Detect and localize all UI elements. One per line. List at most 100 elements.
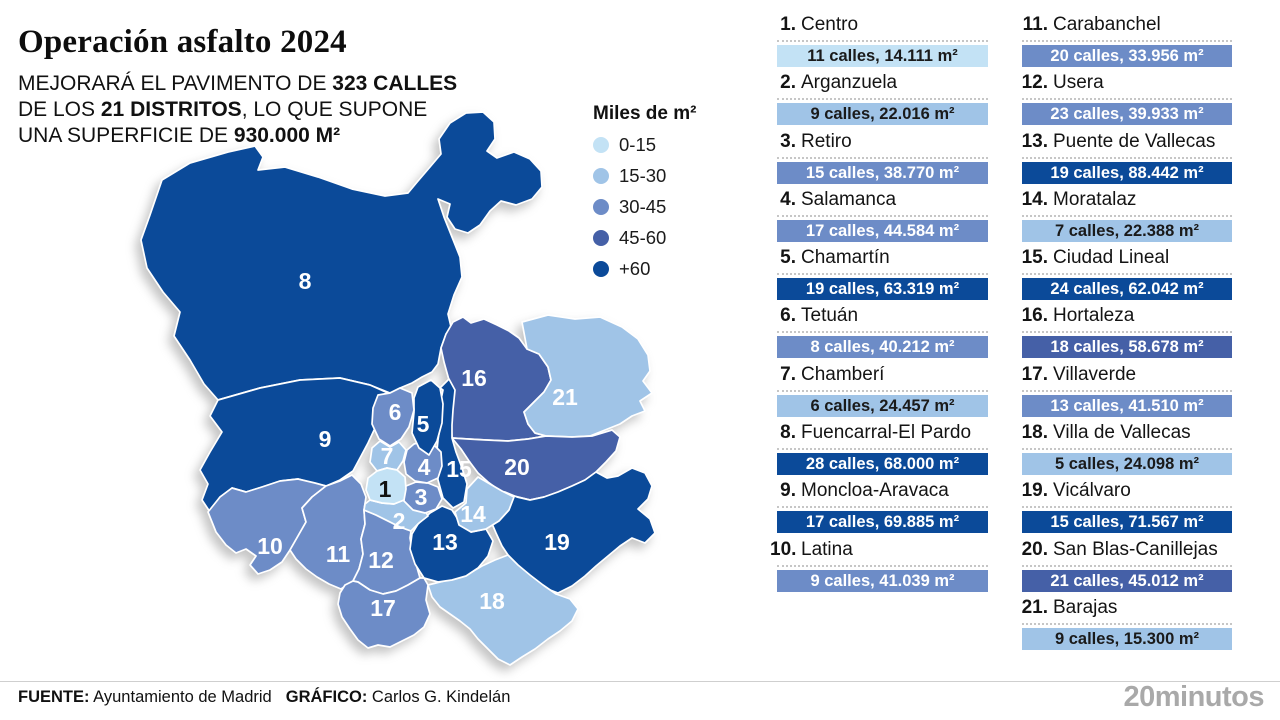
district-index: 21.	[1021, 596, 1048, 618]
district-name: 14. Moratalaz	[1014, 187, 1232, 213]
grafico-label: GRÁFICO:	[285, 688, 368, 706]
credits: FUENTE: Ayuntamiento de Madrid GRÁFICO: C…	[18, 688, 510, 707]
district-index: 20.	[1021, 538, 1048, 560]
dotted-separator	[777, 156, 988, 159]
dotted-separator	[777, 98, 988, 101]
district-name-label: Ciudad Lineal	[1053, 247, 1170, 269]
district-number-21: 21	[552, 384, 578, 410]
district-index: 4.	[780, 188, 796, 210]
grafico-value: Carlos G. Kindelán	[367, 688, 511, 706]
district-value-bar: 20 calles, 33.956 m²	[1022, 45, 1232, 67]
district-name: 9. Moncloa-Aravaca	[770, 478, 988, 504]
district-value-bar: 19 calles, 63.319 m²	[777, 278, 988, 301]
district-item-1: 1. Centro 11 calles, 14.111 m²	[770, 12, 988, 70]
district-value-bar: 7 calles, 22.388 m²	[1022, 219, 1232, 242]
district-item-13: 13. Puente de Vallecas 19 calles, 88.442 m…	[1014, 129, 1232, 187]
footer-divider	[0, 681, 1280, 682]
district-shape-17	[337, 577, 431, 649]
district-name-label: Vicálvaro	[1053, 480, 1131, 502]
district-number-4: 4	[418, 454, 431, 480]
dotted-separator	[1022, 564, 1232, 567]
district-name-label: Hortaleza	[1053, 305, 1135, 327]
district-name-label: Villaverde	[1053, 363, 1137, 385]
district-value-bar: 15 calles, 38.770 m²	[777, 161, 988, 184]
district-number-7: 7	[381, 443, 394, 469]
district-shape-6	[371, 387, 415, 447]
district-number-17: 17	[370, 595, 396, 621]
district-name: 17. Villaverde	[1014, 362, 1232, 388]
district-name: 13. Puente de Vallecas	[1014, 129, 1232, 155]
district-name: 11. Carabanchel	[1014, 12, 1232, 38]
district-name: 19. Vicálvaro	[1014, 478, 1232, 504]
district-index: 2.	[780, 72, 796, 94]
district-name: 16. Hortaleza	[1014, 303, 1232, 329]
dotted-separator	[777, 564, 988, 567]
district-item-6: 6. Tetuán 8 calles, 40.212 m²	[770, 303, 988, 361]
district-index: 8.	[780, 422, 796, 444]
district-number-1: 1	[379, 476, 392, 502]
legend-label: 15-30	[619, 164, 667, 186]
subtitle-bold-distritos: 21 DISTRITOS	[100, 98, 242, 121]
district-number-15: 15	[446, 456, 472, 482]
district-value-bar: 28 calles, 68.000 m²	[777, 453, 988, 476]
district-item-17: 17. Villaverde 13 calles, 41.510 m²	[1014, 362, 1232, 420]
district-name-label: Chamberí	[801, 363, 885, 385]
district-index: 10.	[770, 538, 797, 560]
legend-label: 30-45	[619, 195, 667, 217]
district-item-12: 12. Usera 23 calles, 39.933 m²	[1014, 70, 1232, 128]
district-value-bar: 17 calles, 44.584 m²	[777, 219, 988, 242]
district-value-bar: 21 calles, 45.012 m²	[1022, 569, 1232, 592]
district-value-bar: 17 calles, 69.885 m²	[777, 511, 988, 534]
district-number-20: 20	[504, 454, 530, 480]
district-number-9: 9	[319, 426, 332, 452]
district-number-13: 13	[432, 529, 458, 555]
district-shape-7	[369, 440, 407, 472]
district-name-label: Fuencarral-El Pardo	[801, 422, 972, 444]
district-number-12: 12	[368, 547, 394, 573]
district-value-bar: 8 calles, 40.212 m²	[777, 336, 988, 359]
district-index: 12.	[1021, 72, 1048, 94]
district-index: 19.	[1021, 480, 1048, 502]
district-value-bar: 5 calles, 24.098 m²	[1022, 453, 1232, 476]
district-name: 6. Tetuán	[770, 303, 988, 329]
district-name: 18. Villa de Vallecas	[1014, 420, 1232, 446]
district-shape-18	[427, 554, 579, 666]
district-name: 21. Barajas	[1014, 595, 1232, 621]
district-index: 14.	[1021, 188, 1048, 210]
dotted-separator	[777, 331, 988, 334]
subtitle-text: DE LOS	[18, 98, 101, 121]
legend-title: Miles de m²	[593, 103, 697, 124]
district-item-2: 2. Arganzuela 9 calles, 22.016 m²	[770, 70, 988, 128]
district-number-5: 5	[417, 411, 430, 437]
district-number-8: 8	[299, 268, 312, 294]
district-shape-13	[409, 505, 494, 583]
district-name-label: Arganzuela	[801, 72, 898, 94]
district-item-5: 5. Chamartín 19 calles, 63.319 m²	[770, 245, 988, 303]
dotted-separator	[1022, 331, 1232, 334]
dotted-separator	[1022, 214, 1232, 217]
district-value-bar: 13 calles, 41.510 m²	[1022, 394, 1232, 417]
district-index: 18.	[1021, 422, 1048, 444]
legend-items: 0-15 15-30 30-45 45-60 +60	[593, 129, 696, 284]
dotted-separator	[1022, 506, 1232, 509]
district-name-label: Villa de Vallecas	[1053, 422, 1191, 444]
district-name: 5. Chamartín	[770, 245, 988, 271]
district-list-right: 11. Carabanchel 20 calles, 33.956 m² 12. Use…	[1014, 12, 1232, 653]
district-index: 1.	[780, 14, 796, 35]
district-index: 6.	[780, 305, 796, 327]
dotted-separator	[1022, 98, 1232, 101]
district-name: 20. San Blas-Canillejas	[1014, 537, 1232, 563]
legend-label: 0-15	[619, 133, 657, 155]
dotted-separator	[777, 40, 988, 42]
dotted-separator	[1022, 389, 1232, 392]
dotted-separator	[777, 506, 988, 509]
district-index: 3.	[780, 130, 796, 152]
district-name-label: Chamartín	[801, 247, 890, 269]
dotted-separator	[1022, 40, 1232, 42]
district-item-3: 3. Retiro 15 calles, 38.770 m²	[770, 129, 988, 187]
district-name: 7. Chamberí	[770, 362, 988, 388]
district-number-11: 11	[326, 541, 351, 567]
district-value-bar: 6 calles, 24.457 m²	[777, 394, 988, 417]
legend-label: +60	[619, 257, 651, 279]
district-item-21: 21. Barajas 9 calles, 15.300 m²	[1014, 595, 1232, 653]
